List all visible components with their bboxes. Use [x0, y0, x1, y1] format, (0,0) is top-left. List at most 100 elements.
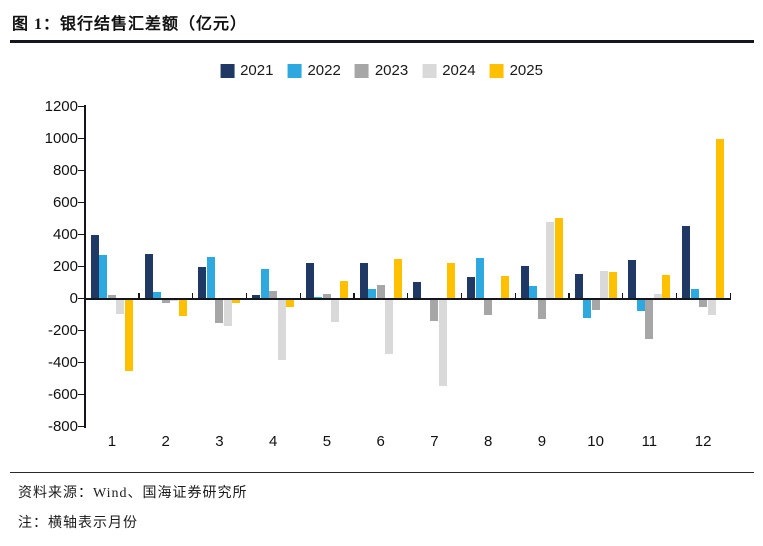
legend-swatch-icon — [354, 63, 369, 78]
bar-2021-month-6 — [359, 263, 368, 299]
legend-item-2025: 2025 — [489, 62, 543, 79]
bar-2022-month-12 — [690, 288, 699, 299]
x-axis-month-label: 3 — [215, 433, 224, 450]
bar-2022-month-10 — [583, 298, 592, 318]
x-axis-month-label: 5 — [322, 433, 332, 450]
bar-2023-month-7 — [430, 298, 439, 321]
bar-2024-month-3 — [223, 298, 232, 326]
bar-2025-month-5 — [339, 280, 348, 299]
bar-2023-month-11 — [645, 298, 654, 339]
bar-2021-month-12 — [682, 225, 691, 299]
y-axis-tick-label: 0 — [69, 289, 78, 307]
y-axis-tick-label: 1000 — [44, 129, 78, 147]
x-axis-tick — [514, 292, 516, 299]
bar-2025-month-10 — [608, 272, 617, 299]
x-axis-tick — [299, 292, 301, 299]
y-axis-tick — [78, 138, 85, 140]
bar-2025-month-11 — [662, 274, 671, 299]
x-axis-tick — [407, 292, 409, 299]
x-axis-month-label: 2 — [161, 433, 170, 450]
legend-item-2024: 2024 — [422, 62, 476, 79]
bar-2021-month-8 — [467, 276, 476, 299]
bar-2025-month-9 — [554, 217, 563, 299]
x-axis-month-label: 1 — [107, 433, 117, 450]
bar-2024-month-10 — [600, 270, 609, 299]
legend-swatch-icon — [287, 63, 302, 78]
bar-2021-month-11 — [628, 260, 637, 299]
bar-2022-month-6 — [368, 288, 377, 299]
y-axis-tick-label: 200 — [52, 257, 78, 275]
x-axis-month-label: 8 — [483, 433, 493, 450]
x-axis-month-label: 11 — [641, 433, 658, 450]
bar-2024-month-11 — [653, 293, 662, 299]
y-axis-tick-label: 800 — [52, 161, 78, 179]
legend-item-2021: 2021 — [220, 62, 273, 79]
y-axis-line — [84, 104, 86, 428]
y-axis-tick — [78, 330, 85, 332]
figure-title: 图 1：银行结售汇差额（亿元） — [12, 16, 248, 33]
bar-2021-month-5 — [305, 262, 314, 299]
x-axis-tick — [353, 292, 355, 299]
y-axis-tick — [78, 266, 85, 268]
bar-2023-month-1 — [107, 295, 116, 299]
source-note: 资料来源：Wind、国海证券研究所 — [18, 486, 248, 501]
bar-2022-month-8 — [475, 257, 484, 299]
x-axis-tick — [138, 292, 140, 299]
x-axis-month-label: 10 — [587, 433, 604, 450]
bar-2025-month-4 — [286, 298, 295, 307]
bar-2021-month-2 — [144, 253, 153, 299]
title-divider — [10, 40, 754, 43]
bar-2024-month-9 — [546, 221, 555, 299]
x-axis-tick — [622, 292, 624, 299]
bar-2021-month-9 — [520, 265, 529, 299]
x-axis-month-label: 9 — [537, 433, 547, 450]
bar-2025-month-12 — [716, 138, 725, 299]
bar-2021-month-1 — [90, 234, 99, 299]
y-axis-tick-label: -200 — [47, 321, 78, 339]
y-axis-tick — [78, 394, 85, 396]
bar-2024-month-1 — [116, 298, 125, 314]
legend-label: 2024 — [442, 62, 476, 79]
y-axis-tick — [78, 234, 85, 236]
chart-legend: 2021 2022 2023 2024 2025 — [220, 62, 543, 79]
y-axis-tick-label: 400 — [52, 225, 78, 243]
legend-label: 2023 — [374, 62, 409, 79]
y-axis-tick — [78, 106, 85, 108]
bar-2025-month-7 — [447, 262, 456, 299]
bar-2023-month-4 — [269, 291, 278, 299]
bar-2025-month-1 — [124, 298, 133, 371]
legend-item-2022: 2022 — [287, 62, 341, 79]
legend-label: 2021 — [240, 62, 274, 79]
bar-2025-month-6 — [393, 258, 402, 299]
bar-2023-month-10 — [591, 298, 600, 310]
bar-2021-month-4 — [252, 294, 261, 299]
bar-2023-month-12 — [699, 298, 708, 307]
bar-2024-month-7 — [438, 298, 447, 386]
bar-2024-month-4 — [277, 298, 286, 361]
x-axis-month-label: 12 — [694, 433, 712, 450]
y-axis-tick — [78, 298, 85, 300]
y-axis-tick-label: -400 — [47, 353, 78, 371]
legend-swatch-icon — [422, 63, 437, 78]
y-axis-tick — [78, 170, 85, 172]
legend-label: 2022 — [307, 62, 341, 79]
bar-2021-month-3 — [198, 267, 207, 299]
bar-2024-month-6 — [385, 298, 394, 354]
bar-2022-month-2 — [153, 292, 162, 299]
y-axis-tick-label: 1200 — [44, 97, 78, 115]
y-axis-tick — [78, 426, 85, 428]
bar-2023-month-9 — [537, 298, 546, 320]
bar-2023-month-6 — [376, 284, 385, 299]
bar-2024-month-2 — [170, 298, 179, 301]
bar-2022-month-9 — [529, 285, 538, 299]
bar-2022-month-11 — [636, 298, 645, 312]
bar-2021-month-7 — [413, 281, 422, 299]
x-axis-tick — [729, 292, 731, 299]
x-axis-month-label: 6 — [376, 433, 385, 450]
y-axis-tick — [78, 202, 85, 204]
y-axis-tick-label: -800 — [47, 417, 78, 435]
y-axis-tick-label: -600 — [47, 385, 78, 403]
bar-2022-month-4 — [260, 268, 269, 299]
bar-2024-month-5 — [331, 298, 340, 322]
